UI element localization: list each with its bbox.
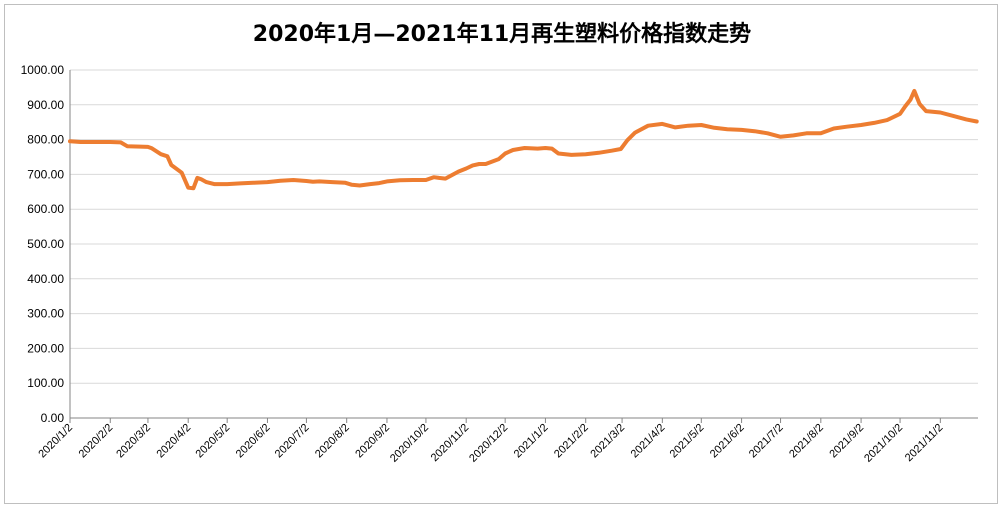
y-tick-label: 0.00: [41, 411, 65, 425]
x-tick-label: 2021/5/2: [668, 422, 707, 461]
x-tick-label: 2021/6/2: [708, 422, 747, 461]
x-tick-label: 2020/5/2: [194, 422, 233, 461]
x-tick-label: 2021/7/2: [747, 422, 786, 461]
x-tick-label: 2020/4/2: [155, 422, 194, 461]
x-tick-label: 2020/10/2: [388, 422, 431, 465]
chart-frame: [4, 4, 998, 504]
series-line: [68, 88, 979, 191]
series-line-group: [68, 88, 979, 191]
x-tick-label: 2020/9/2: [353, 422, 392, 461]
x-tick-label: 2020/6/2: [234, 422, 273, 461]
gridlines: [70, 69, 978, 419]
x-tick-label: 2020/2/2: [77, 422, 116, 461]
y-tick-label: 500.00: [27, 237, 64, 251]
y-axis-labels: 0.00 100.00 200.00 300.00 400.00 500.00 600.00…: [21, 63, 65, 425]
y-tick-label: 600.00: [27, 202, 64, 216]
y-tick-label: 900.00: [27, 98, 64, 112]
x-tick-label: 2021/3/2: [588, 422, 627, 461]
y-tick-label: 400.00: [27, 272, 64, 286]
x-tick-label: 2021/4/2: [629, 422, 668, 461]
x-tick-label: 2020/7/2: [273, 422, 312, 461]
y-tick-label: 700.00: [27, 167, 64, 181]
x-tick-label: 2020/3/2: [114, 422, 153, 461]
x-tick-label: 2021/1/2: [512, 422, 551, 461]
y-tick-label: 200.00: [27, 341, 64, 355]
x-tick-label: 2020/8/2: [313, 422, 352, 461]
y-tick-label: 800.00: [27, 133, 64, 147]
x-tick-label: 2020/11/2: [429, 422, 472, 465]
x-tick-label: 2021/10/2: [862, 422, 905, 465]
x-tick-label: 2021/9/2: [827, 422, 866, 461]
chart-title: 2020年1月—2021年11月再生塑料价格指数走势: [252, 22, 752, 47]
y-tick-label: 100.00: [27, 376, 64, 390]
x-tick-label: 2020/12/2: [467, 422, 510, 465]
x-tick-label: 2020/1/2: [36, 422, 75, 461]
x-tick-label: 2021/11/2: [903, 422, 946, 465]
x-tick-label: 2021/8/2: [787, 422, 826, 461]
y-tick-label: 300.00: [27, 307, 64, 321]
y-tick-label: 1000.00: [21, 63, 65, 77]
x-tick-label: 2021/2/2: [552, 422, 591, 461]
